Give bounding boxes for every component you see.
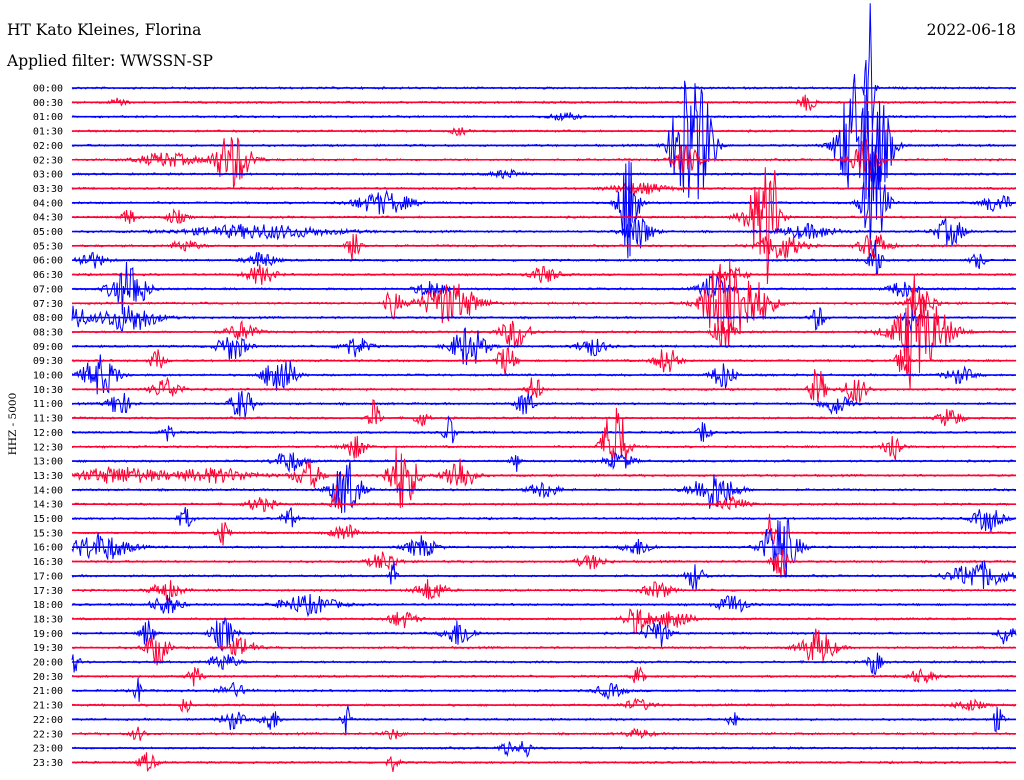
time-label-0130: 01:30 <box>33 127 63 138</box>
time-label-1130: 11:30 <box>33 414 63 425</box>
trace-row-1630 <box>71 548 1017 578</box>
trace-row-1430 <box>71 484 1017 513</box>
trace-row-1900 <box>71 616 1017 653</box>
time-label-0330: 03:30 <box>33 184 63 195</box>
time-label-1100: 11:00 <box>33 399 63 410</box>
trace-row-0930 <box>71 347 1017 376</box>
trace-row-1300 <box>71 451 1017 474</box>
time-label-2300: 23:00 <box>33 744 63 755</box>
station-title: HT Kato Kleines, Florina <box>7 21 202 39</box>
time-label-0100: 01:00 <box>33 112 63 123</box>
time-label-1600: 16:00 <box>33 543 63 554</box>
filter-label: Applied filter: WWSSN-SP <box>7 52 213 70</box>
time-label-1330: 13:30 <box>33 471 63 482</box>
time-label-1430: 14:30 <box>33 500 63 511</box>
time-label-1700: 17:00 <box>33 571 63 582</box>
time-label-2030: 20:30 <box>33 672 63 683</box>
time-label-1830: 18:30 <box>33 614 63 625</box>
time-label-0200: 02:00 <box>33 141 63 152</box>
time-label-0830: 08:30 <box>33 327 63 338</box>
time-label-1630: 16:30 <box>33 557 63 568</box>
time-label-1030: 10:30 <box>33 385 63 396</box>
trace-row-0800 <box>71 305 1017 333</box>
time-label-0930: 09:30 <box>33 356 63 367</box>
trace-row-0000 <box>71 3 1017 131</box>
time-label-0430: 04:30 <box>33 213 63 224</box>
time-label-1900: 19:00 <box>33 629 63 640</box>
time-label-0230: 02:30 <box>33 155 63 166</box>
time-label-0000: 00:00 <box>33 84 63 95</box>
time-label-2100: 21:00 <box>33 686 63 697</box>
time-label-0530: 05:30 <box>33 241 63 252</box>
time-label-0700: 07:00 <box>33 284 63 295</box>
time-label-1530: 15:30 <box>33 528 63 539</box>
trace-row-1330 <box>71 448 1017 509</box>
trace-row-2100 <box>71 677 1017 702</box>
time-label-0500: 05:00 <box>33 227 63 238</box>
time-label-0030: 00:30 <box>33 98 63 109</box>
time-label-1730: 17:30 <box>33 586 63 597</box>
time-label-2200: 22:00 <box>33 715 63 726</box>
time-label-0800: 08:00 <box>33 313 63 324</box>
trace-row-1200 <box>71 415 1017 444</box>
trace-row-1600 <box>71 517 1017 578</box>
time-label-2330: 23:30 <box>33 758 63 769</box>
trace-row-1230 <box>71 407 1017 464</box>
time-label-0630: 06:30 <box>33 270 63 281</box>
time-label-0730: 07:30 <box>33 299 63 310</box>
time-label-2130: 21:30 <box>33 701 63 712</box>
time-label-1400: 14:00 <box>33 485 63 496</box>
trace-row-2000 <box>71 652 1017 675</box>
time-label-1000: 10:00 <box>33 371 63 382</box>
time-label-0400: 04:00 <box>33 198 63 209</box>
time-label-1500: 15:00 <box>33 514 63 525</box>
time-label-0300: 03:00 <box>33 170 63 181</box>
time-label-1200: 12:00 <box>33 428 63 439</box>
time-label-1800: 18:00 <box>33 600 63 611</box>
time-label-1300: 13:00 <box>33 457 63 468</box>
time-label-1230: 12:30 <box>33 442 63 453</box>
time-labels: 00:00 00:30 01:00 01:30 02:00 02:30 03:00 03:30… <box>33 84 63 769</box>
trace-row-1030 <box>71 369 1017 403</box>
time-label-0600: 06:00 <box>33 256 63 267</box>
trace-row-2200 <box>71 705 1017 736</box>
date-label: 2022-06-18 <box>926 21 1016 39</box>
time-label-2000: 20:00 <box>33 658 63 669</box>
time-label-0900: 09:00 <box>33 342 63 353</box>
time-label-2230: 22:30 <box>33 729 63 740</box>
seismic-traces <box>71 3 1017 772</box>
time-label-1930: 19:30 <box>33 643 63 654</box>
